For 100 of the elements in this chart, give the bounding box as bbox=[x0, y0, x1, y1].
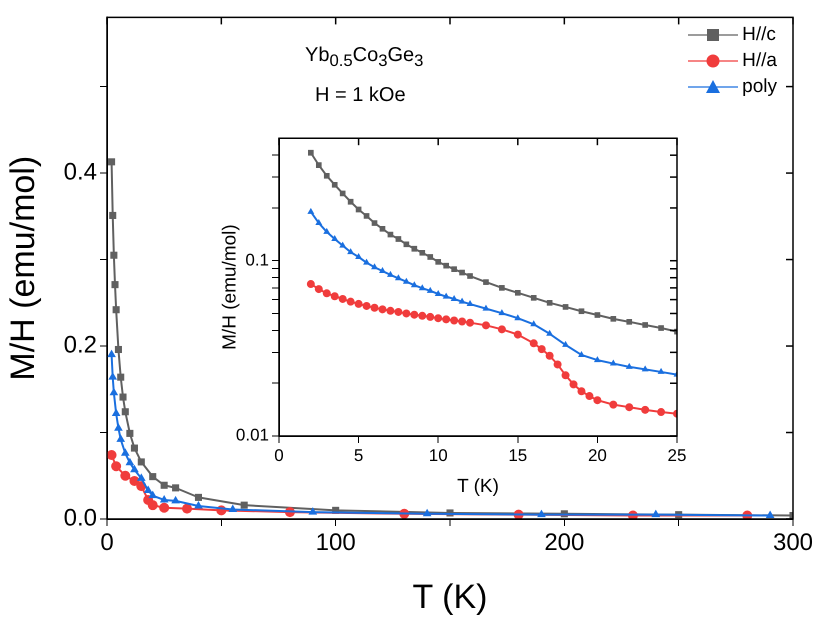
point bbox=[107, 350, 116, 358]
point bbox=[182, 504, 192, 514]
point bbox=[610, 360, 617, 366]
point bbox=[466, 300, 474, 306]
point bbox=[138, 458, 145, 466]
point bbox=[354, 300, 363, 308]
point bbox=[307, 208, 314, 214]
point bbox=[467, 273, 473, 279]
point bbox=[626, 362, 633, 369]
point bbox=[451, 266, 457, 272]
point bbox=[228, 504, 238, 512]
legend-label: H//a bbox=[742, 49, 777, 73]
point bbox=[346, 298, 355, 306]
point bbox=[363, 258, 370, 265]
point bbox=[450, 316, 458, 324]
point bbox=[402, 278, 410, 284]
point bbox=[499, 285, 505, 291]
point bbox=[356, 206, 362, 212]
point bbox=[498, 309, 506, 316]
point bbox=[593, 396, 602, 404]
point bbox=[120, 470, 130, 481]
point bbox=[308, 150, 314, 156]
point bbox=[482, 321, 490, 330]
point bbox=[651, 510, 660, 518]
point bbox=[394, 274, 402, 280]
point bbox=[364, 213, 370, 219]
point bbox=[418, 284, 426, 290]
point bbox=[562, 304, 568, 310]
point bbox=[308, 507, 318, 515]
annotation: Yb$_{0.5}$Co$_{3}$Ge$_{3}$ bbox=[305, 43, 424, 72]
point bbox=[642, 322, 648, 328]
point bbox=[530, 339, 538, 348]
point bbox=[126, 458, 134, 466]
y-tick-label: 0.0 bbox=[64, 504, 97, 532]
point bbox=[111, 461, 122, 472]
x-axis-title: T (K) bbox=[457, 476, 499, 497]
point bbox=[394, 308, 402, 316]
point bbox=[578, 308, 584, 314]
point bbox=[372, 220, 378, 226]
point bbox=[110, 388, 118, 396]
point bbox=[371, 263, 378, 270]
point bbox=[332, 182, 338, 188]
point bbox=[114, 346, 122, 354]
point bbox=[443, 262, 449, 268]
annotation: H = 1 kOe bbox=[314, 83, 407, 108]
point bbox=[117, 374, 124, 381]
point bbox=[426, 286, 434, 293]
point bbox=[562, 371, 570, 380]
point bbox=[626, 319, 632, 325]
point bbox=[546, 330, 554, 336]
point bbox=[148, 490, 158, 498]
point bbox=[130, 444, 138, 452]
point bbox=[577, 387, 586, 396]
point bbox=[418, 312, 426, 320]
point bbox=[331, 235, 338, 242]
y-tick-label: 0.1 bbox=[245, 250, 269, 270]
point bbox=[546, 300, 552, 306]
point bbox=[442, 315, 450, 324]
point bbox=[130, 464, 139, 472]
point bbox=[144, 485, 152, 493]
point bbox=[110, 252, 118, 259]
point bbox=[159, 502, 170, 513]
point bbox=[426, 312, 434, 321]
x-axis-title: T (K) bbox=[412, 578, 488, 616]
point bbox=[554, 360, 562, 368]
point bbox=[111, 281, 119, 288]
point bbox=[386, 306, 394, 315]
x-tick-label: 20 bbox=[588, 446, 607, 465]
point bbox=[107, 450, 117, 460]
point bbox=[116, 434, 126, 442]
point bbox=[370, 304, 379, 312]
y-tick-label: 0.01 bbox=[236, 426, 269, 445]
point bbox=[119, 394, 127, 401]
point bbox=[386, 270, 394, 277]
point bbox=[434, 290, 442, 296]
point bbox=[404, 242, 410, 248]
x-tick-label: 300 bbox=[772, 529, 814, 556]
y-axis-title: M/H (emu/mol) bbox=[220, 224, 241, 350]
point bbox=[530, 320, 538, 326]
legend-label: H//c bbox=[742, 23, 776, 47]
point bbox=[396, 236, 402, 242]
point bbox=[609, 400, 618, 409]
point bbox=[766, 510, 774, 518]
point bbox=[641, 406, 650, 414]
point bbox=[148, 500, 158, 510]
point bbox=[458, 298, 466, 304]
x-tick-label: 100 bbox=[316, 529, 356, 556]
point bbox=[108, 158, 116, 166]
point bbox=[498, 325, 506, 334]
point bbox=[594, 312, 600, 318]
point bbox=[172, 484, 180, 492]
point bbox=[434, 314, 442, 322]
point bbox=[160, 494, 168, 502]
point bbox=[362, 302, 371, 310]
point bbox=[306, 280, 315, 288]
x-tick-label: 0 bbox=[100, 529, 114, 556]
point bbox=[122, 408, 129, 416]
point bbox=[347, 248, 354, 254]
point bbox=[466, 318, 474, 327]
point bbox=[379, 267, 386, 274]
